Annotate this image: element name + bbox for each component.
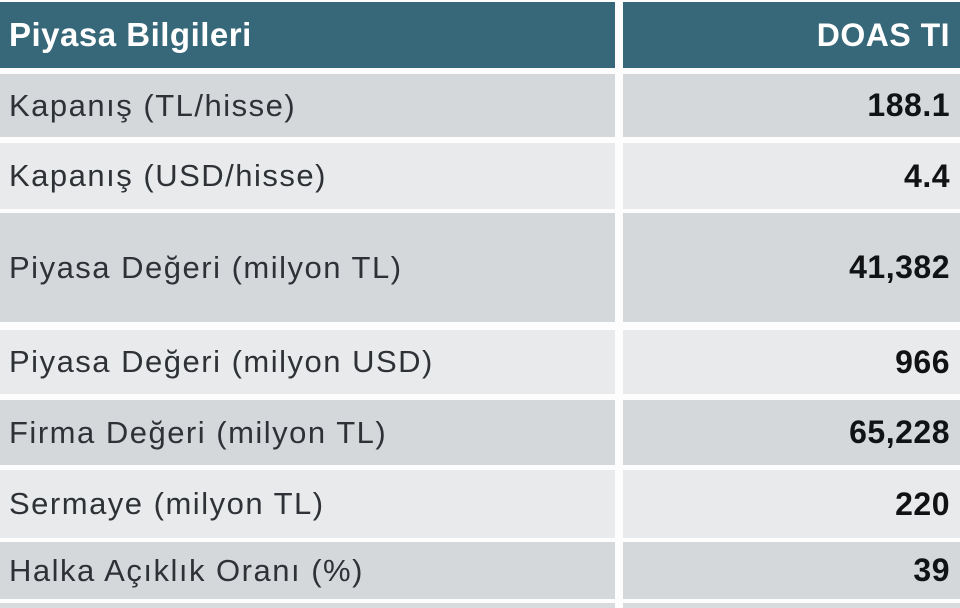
row-value: 220 xyxy=(895,485,950,522)
row-label: Piyasa Değeri (milyon TL) xyxy=(9,249,403,285)
row-label: Halka Açıklık Oranı (%) xyxy=(9,552,364,588)
row-value: 188.1 xyxy=(867,87,950,123)
table-title: Piyasa Bilgileri xyxy=(9,16,252,53)
row-label-cell: Kapanış (TL/hisse) xyxy=(0,74,615,137)
row-label-cell: Sermaye (milyon TL) xyxy=(0,470,615,538)
row-value: 39 xyxy=(913,552,950,588)
column-divider xyxy=(615,330,623,394)
table-row-piyasa-degeri-tl: Piyasa Değeri (milyon TL) 41,382 xyxy=(0,213,960,322)
row-value: 41,382 xyxy=(849,249,950,285)
column-divider xyxy=(615,603,623,608)
row-value-cell: 39 xyxy=(623,542,960,599)
row-value-cell: 966 xyxy=(623,330,960,394)
column-divider xyxy=(615,143,623,209)
row-label-cell: Kapanış (USD/hisse) xyxy=(0,143,615,209)
column-divider xyxy=(615,470,623,538)
row-value-cell: 4.4 xyxy=(623,143,960,209)
row-value-cell: 41,382 xyxy=(623,213,960,322)
row-label: Kapanış (USD/hisse) xyxy=(9,158,327,193)
ticker-label: DOAS TI xyxy=(816,16,950,53)
table-row-kapanis-usd: Kapanış (USD/hisse) 4.4 xyxy=(0,143,960,209)
column-divider xyxy=(615,542,623,599)
row-value: 65,228 xyxy=(849,414,950,450)
header-title-cell: Piyasa Bilgileri xyxy=(0,2,615,68)
table-header-row: Piyasa Bilgileri DOAS TI xyxy=(0,2,960,68)
header-ticker-cell: DOAS TI xyxy=(623,2,960,68)
column-divider xyxy=(615,400,623,465)
row-value: 966 xyxy=(895,343,950,380)
column-divider xyxy=(615,213,623,322)
row-label-cell: Piyasa Değeri (milyon TL) xyxy=(0,213,615,322)
row-value-cell: 65,228 xyxy=(623,400,960,465)
table-row-firma-degeri: Firma Değeri (milyon TL) 65,228 xyxy=(0,400,960,465)
column-divider xyxy=(615,74,623,137)
row-value-cell: 188.1 xyxy=(623,74,960,137)
table-row-piyasa-degeri-usd: Piyasa Değeri (milyon USD) 966 xyxy=(0,330,960,394)
row-label-cell: Halka Açıklık Oranı (%) xyxy=(0,542,615,599)
row-label: Firma Değeri (milyon TL) xyxy=(9,414,388,450)
table-row-sermaye: Sermaye (milyon TL) 220 xyxy=(0,470,960,538)
table-row-kapanis-tl: Kapanış (TL/hisse) 188.1 xyxy=(0,74,960,137)
column-divider xyxy=(615,2,623,68)
row-value-cell xyxy=(623,603,960,608)
row-label-cell xyxy=(0,603,615,608)
row-label-cell: Piyasa Değeri (milyon USD) xyxy=(0,330,615,394)
partial-next-row xyxy=(0,603,960,608)
row-label: Kapanış (TL/hisse) xyxy=(9,87,297,123)
row-value: 4.4 xyxy=(904,157,950,194)
row-value-cell: 220 xyxy=(623,470,960,538)
row-label: Piyasa Değeri (milyon USD) xyxy=(9,344,434,379)
table-row-halka-aciklik: Halka Açıklık Oranı (%) 39 xyxy=(0,542,960,599)
row-label-cell: Firma Değeri (milyon TL) xyxy=(0,400,615,465)
row-label: Sermaye (milyon TL) xyxy=(9,486,325,521)
